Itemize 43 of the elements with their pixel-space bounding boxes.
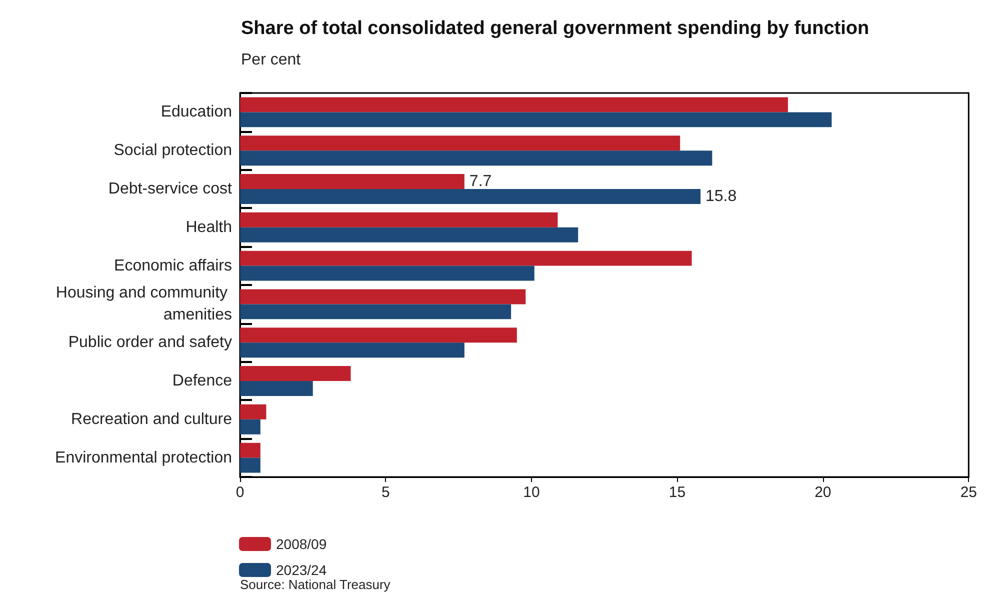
legend-label: 2023/24 bbox=[276, 562, 327, 578]
y-tick-label: Defence bbox=[172, 372, 232, 390]
bar bbox=[240, 250, 692, 266]
bar bbox=[240, 212, 558, 228]
y-tick-label: Education bbox=[160, 104, 232, 121]
y-tick-label: Debt-service cost bbox=[108, 180, 233, 198]
bar bbox=[240, 136, 680, 151]
y-tick-label: Environmental protection bbox=[55, 449, 232, 466]
x-tick-label: 15 bbox=[668, 484, 686, 501]
bar bbox=[240, 381, 313, 396]
data-label: 15.8 bbox=[706, 188, 737, 205]
bar bbox=[240, 227, 578, 242]
chart-subtitle: Per cent bbox=[241, 52, 302, 68]
bar bbox=[240, 189, 701, 204]
x-tick-label: 20 bbox=[814, 484, 832, 501]
x-tick-label: 0 bbox=[236, 484, 244, 501]
bar bbox=[240, 266, 534, 281]
bar bbox=[240, 174, 464, 189]
x-tick-label: 10 bbox=[523, 484, 540, 501]
x-tick-label: 25 bbox=[960, 484, 977, 501]
bar bbox=[240, 150, 712, 166]
data-label: 7.7 bbox=[469, 173, 492, 190]
bar bbox=[240, 97, 788, 112]
bar bbox=[240, 304, 512, 320]
bar bbox=[240, 366, 351, 381]
y-tick-label: Recreation and culture bbox=[71, 410, 232, 428]
y-tick-label: Economic affairs bbox=[114, 257, 232, 274]
bar bbox=[240, 112, 832, 128]
bar bbox=[240, 342, 464, 358]
bar bbox=[240, 442, 260, 458]
x-tick-label: 5 bbox=[382, 484, 390, 501]
y-tick-label: Health bbox=[186, 218, 232, 236]
bar bbox=[240, 458, 260, 473]
bar bbox=[240, 328, 517, 343]
bar bbox=[240, 419, 260, 434]
y-tick-label: Social protection bbox=[114, 142, 232, 160]
source-note: Source: National Treasury bbox=[240, 577, 391, 592]
bar bbox=[240, 289, 526, 304]
y-tick-label: Public order and safety bbox=[68, 334, 232, 352]
bar bbox=[240, 404, 266, 420]
y-tick-label: Housing and community amenities bbox=[56, 284, 232, 324]
chart-title: Share of total consolidated general government spending by function bbox=[241, 18, 870, 39]
legend-label: 2008/09 bbox=[276, 536, 327, 552]
